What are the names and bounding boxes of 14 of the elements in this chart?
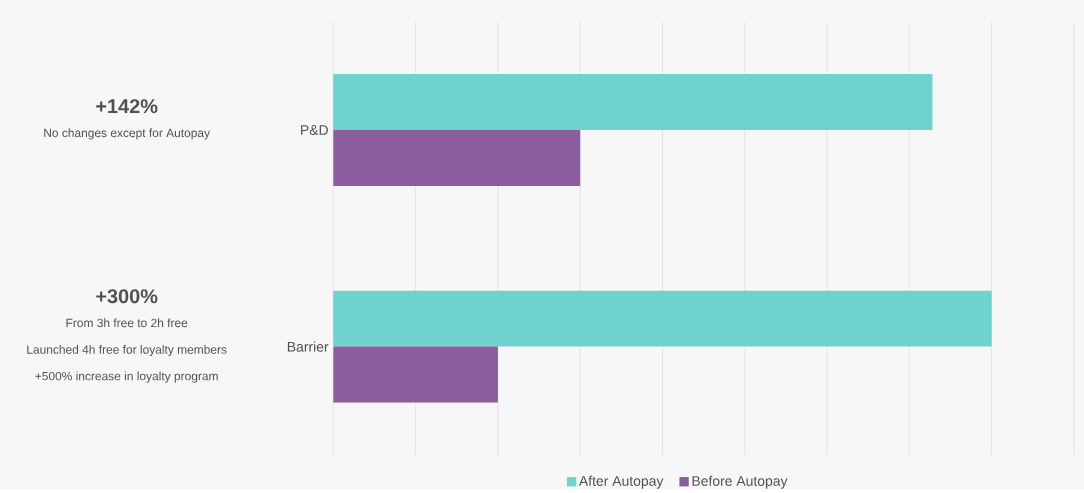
bar bbox=[333, 346, 498, 403]
text: Launched 4h free for loyalty members bbox=[27, 344, 227, 357]
text: +142% bbox=[96, 99, 158, 114]
text: No changes except for Autopay bbox=[44, 128, 210, 140]
text: +500% increase in loyalty program bbox=[35, 371, 218, 383]
legend-label: After Autopay bbox=[578, 475, 664, 489]
text: From 3h free to 2h free bbox=[66, 318, 188, 328]
bar bbox=[333, 290, 992, 347]
bar bbox=[333, 73, 933, 130]
bar bbox=[333, 129, 581, 186]
legend-label: Before Autopay bbox=[692, 475, 788, 489]
text: +300% bbox=[96, 289, 158, 304]
y-tick-label: P&D bbox=[301, 125, 328, 135]
y-tick-label: Barrier bbox=[287, 341, 329, 352]
